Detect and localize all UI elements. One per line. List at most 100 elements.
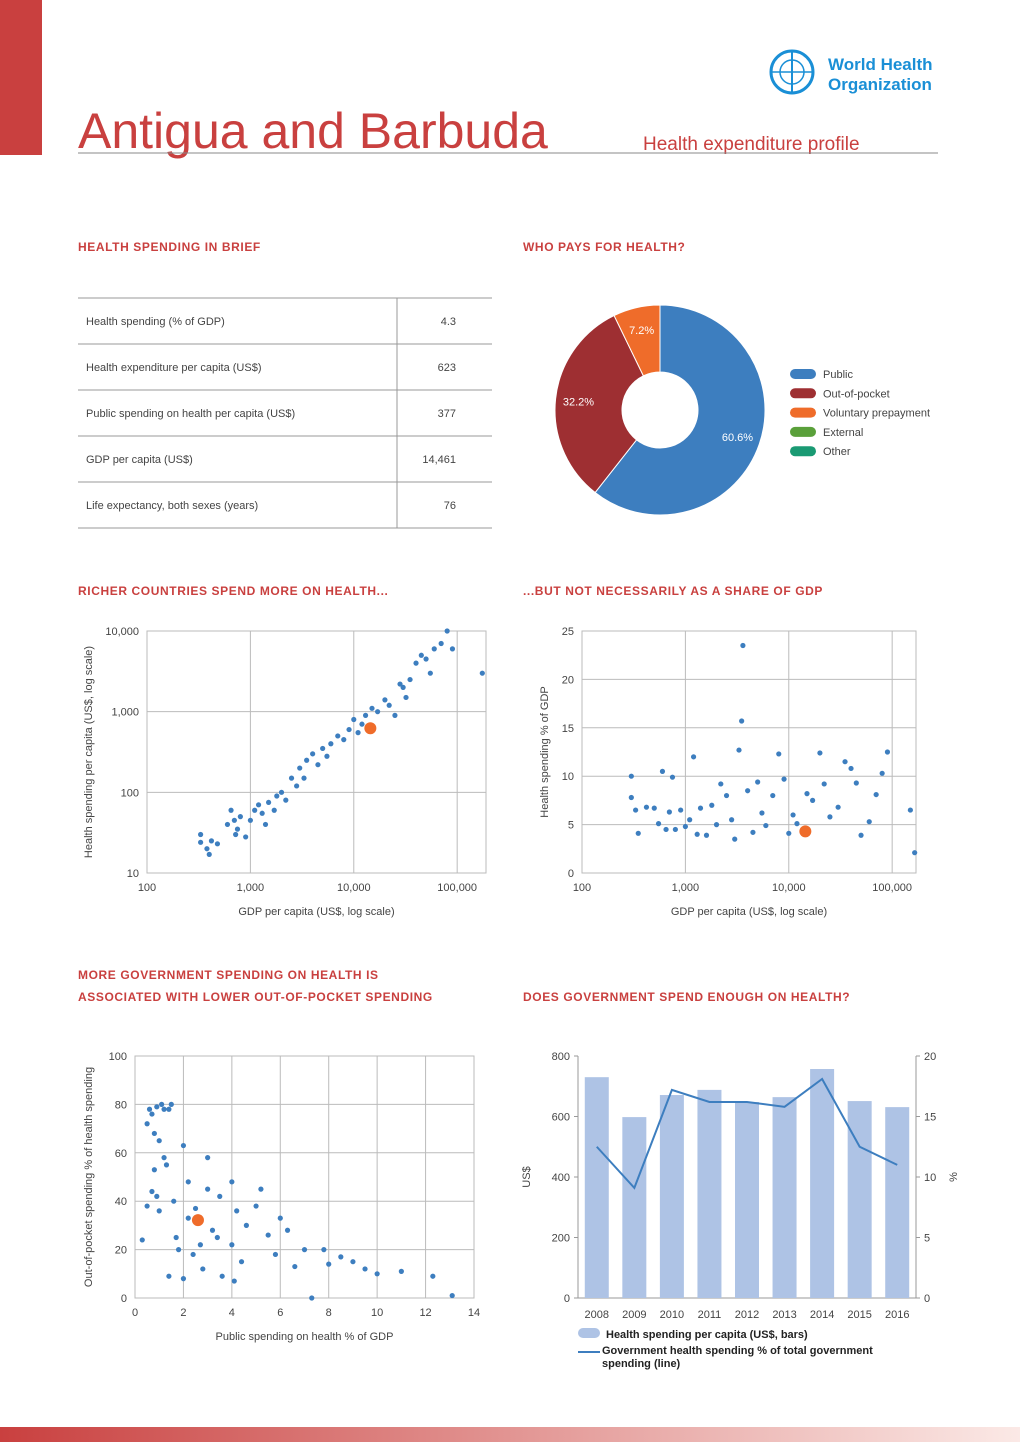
point <box>723 792 730 799</box>
y-tick-label: 600 <box>552 1112 570 1124</box>
x-tick-label: 2011 <box>698 1309 722 1321</box>
pie-slice <box>613 304 661 377</box>
point <box>144 1121 150 1127</box>
point <box>739 718 745 724</box>
point <box>398 1268 404 1274</box>
x-axis-label: GDP per capita (US$, log scale) <box>671 906 827 918</box>
point <box>214 1234 220 1241</box>
point <box>185 1179 191 1185</box>
legend-swatch <box>790 388 816 399</box>
y-tick-label: 200 <box>552 1233 570 1245</box>
y-tick-label: 20 <box>115 1245 127 1257</box>
point <box>821 781 827 787</box>
point <box>173 1234 179 1241</box>
point <box>736 747 742 753</box>
point <box>204 846 210 852</box>
point <box>154 1193 160 1199</box>
point <box>175 1247 182 1253</box>
table-value: 14,461 <box>422 454 456 466</box>
table-value: 377 <box>438 408 456 420</box>
point <box>156 1208 162 1214</box>
point <box>294 783 300 789</box>
legend-label: Other <box>823 446 851 458</box>
point <box>180 1142 187 1149</box>
point <box>362 1266 368 1272</box>
org-name: World Health <box>828 55 933 74</box>
section-title: MORE GOVERNMENT SPENDING ON HEALTH IS <box>78 968 379 982</box>
x-tick-label: 2016 <box>885 1309 909 1321</box>
who-logo <box>769 49 815 95</box>
point <box>663 826 669 833</box>
point <box>669 774 676 780</box>
point <box>750 829 756 835</box>
x-tick-label: 100 <box>138 882 156 894</box>
point <box>159 1101 165 1107</box>
plot-frame <box>134 1055 475 1299</box>
y2-tick-label: 15 <box>924 1112 936 1124</box>
point <box>315 762 321 768</box>
x-tick-label: 12 <box>419 1307 431 1319</box>
y-tick-label: 40 <box>115 1196 127 1208</box>
y-tick-label: 100 <box>109 1051 127 1063</box>
point <box>786 830 792 836</box>
bar <box>772 1097 797 1298</box>
legend-label-box: Government health spending % of total go… <box>602 1345 873 1370</box>
point <box>278 789 285 795</box>
x-axis-label: Public spending on health % of GDP <box>216 1331 394 1343</box>
point <box>326 1261 332 1267</box>
point <box>205 1186 211 1192</box>
point <box>168 1101 174 1107</box>
x-tick-label: 2008 <box>585 1309 609 1321</box>
point <box>338 1254 344 1260</box>
x-tick-label: 100 <box>573 882 591 894</box>
legend-label: Government health spending % of total go… <box>602 1345 873 1370</box>
point <box>231 1278 237 1284</box>
point <box>166 1106 172 1112</box>
point <box>185 1215 191 1221</box>
y-tick-label: 10,000 <box>105 626 139 638</box>
table-label: Health spending (% of GDP) <box>86 316 225 328</box>
point <box>208 838 215 844</box>
point <box>238 1259 245 1265</box>
point <box>369 705 375 711</box>
slice-label: 32.2% <box>563 396 594 408</box>
point <box>697 805 704 811</box>
point <box>265 799 272 806</box>
point <box>144 1203 150 1209</box>
footer-band <box>0 1427 1020 1442</box>
point <box>321 1247 327 1253</box>
y2-tick-label: 5 <box>924 1233 930 1245</box>
point <box>817 750 823 756</box>
y-axis-label: Health spending % of GDP <box>539 686 551 817</box>
point <box>243 834 249 840</box>
y-tick-label: 10 <box>127 868 139 880</box>
bar <box>697 1089 722 1298</box>
y-tick-label: 60 <box>115 1148 127 1160</box>
x-tick-label: 10,000 <box>772 882 806 894</box>
point <box>362 712 369 718</box>
point <box>770 792 776 799</box>
point <box>274 793 280 799</box>
highlight-point <box>799 825 812 838</box>
point <box>628 773 634 779</box>
point <box>154 1104 160 1110</box>
point <box>198 839 204 845</box>
point <box>375 709 381 715</box>
point <box>709 802 715 808</box>
point <box>763 822 769 829</box>
x-tick-label: 2012 <box>735 1309 759 1321</box>
point <box>219 1273 225 1279</box>
point <box>205 1155 211 1161</box>
org-name: Organization <box>828 75 932 94</box>
point <box>804 791 810 797</box>
pie-slice <box>594 304 766 516</box>
point <box>272 1251 279 1258</box>
point <box>310 751 316 757</box>
point <box>643 804 650 810</box>
legend-swatch <box>790 446 816 457</box>
point <box>304 757 310 763</box>
point <box>907 807 913 813</box>
point <box>682 823 688 830</box>
point <box>292 1263 298 1270</box>
